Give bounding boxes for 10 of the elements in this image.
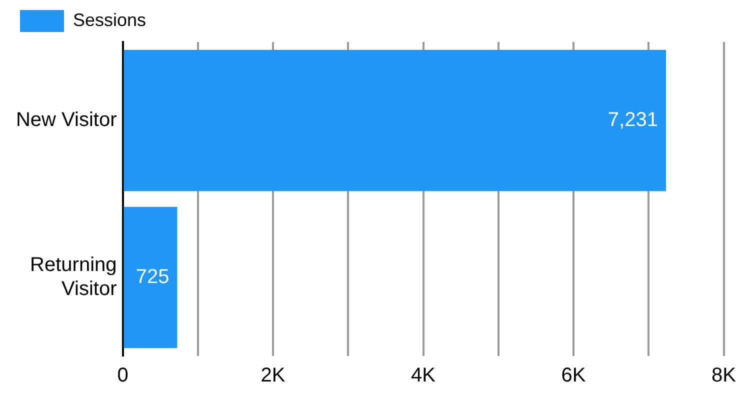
x-tick-label: 6K	[561, 364, 586, 387]
legend-label: Sessions	[73, 10, 146, 30]
x-tick-label: 8K	[712, 364, 737, 387]
x-tick-label: 4K	[411, 364, 436, 387]
x-tick-label: 0	[117, 364, 128, 387]
data-label: 725	[136, 266, 170, 288]
y-tick-label: New Visitor	[16, 109, 118, 132]
y-tick-label: Returning Visitor	[30, 254, 118, 300]
data-label: 7,231	[608, 109, 658, 132]
x-tick-label: 2K	[260, 364, 286, 387]
